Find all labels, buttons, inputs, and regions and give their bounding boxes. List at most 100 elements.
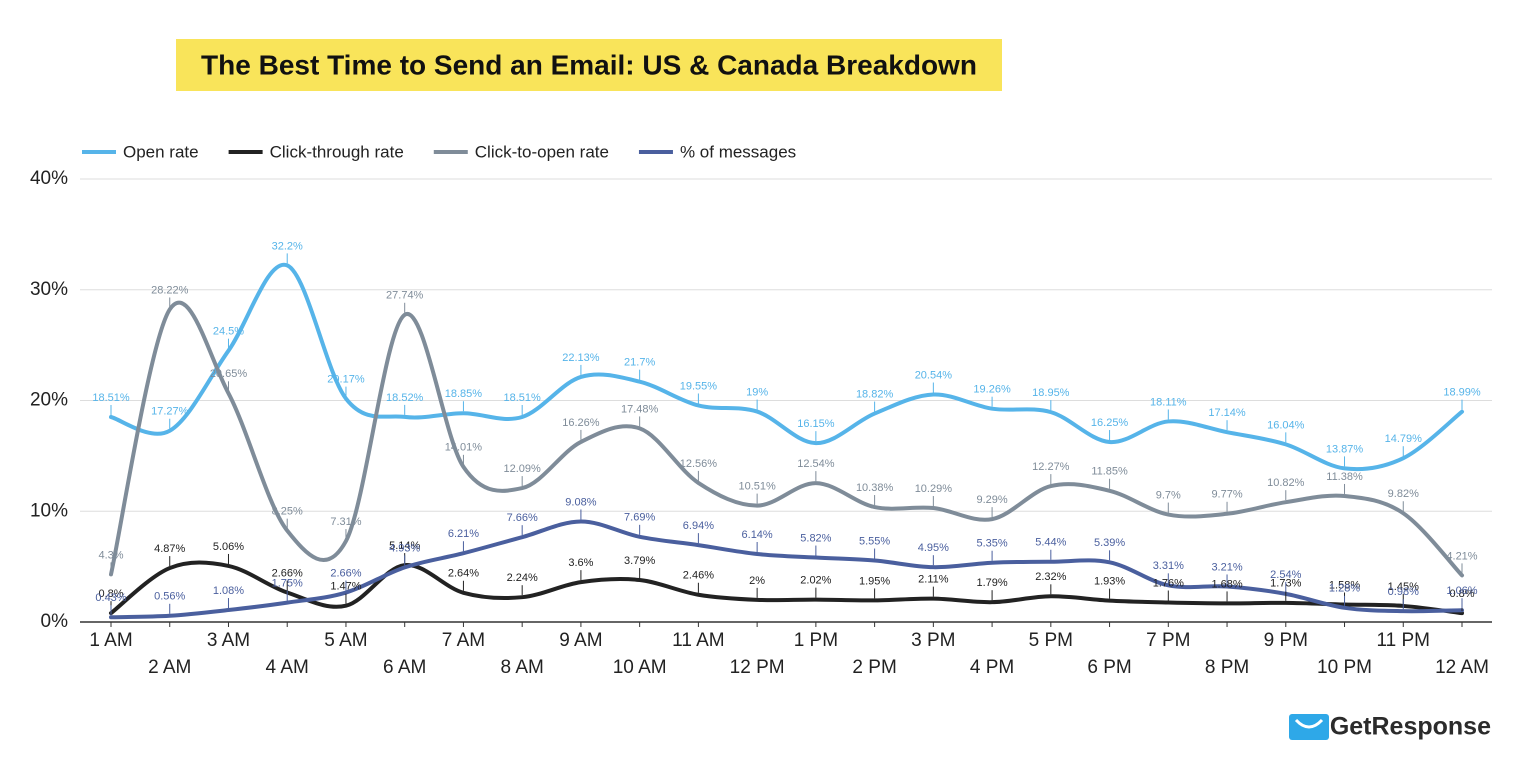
data-label: 2.02% (800, 575, 831, 587)
data-label: 10.82% (1267, 477, 1305, 489)
data-label: 17.14% (1208, 407, 1246, 419)
series-line (109, 300, 1464, 578)
data-label: 5.44% (1035, 537, 1066, 549)
data-label: 32.2% (272, 240, 303, 252)
y-tick-label: 0% (41, 611, 69, 632)
data-label: 2.24% (507, 572, 538, 584)
x-tick-label: 8 PM (1205, 657, 1249, 678)
x-tick-label: 12 PM (730, 657, 785, 678)
x-tick-label: 4 AM (266, 657, 309, 678)
data-label: 0.8% (98, 588, 123, 600)
data-label: 19% (746, 386, 768, 398)
x-tick-label: 3 PM (911, 630, 955, 651)
x-tick-label: 1 PM (794, 630, 838, 651)
x-tick-label: 5 PM (1029, 630, 1073, 651)
data-label: 16.25% (1091, 417, 1129, 429)
data-label: 2.66% (330, 567, 361, 579)
data-label: 12.09% (504, 463, 542, 475)
data-label: 18.52% (386, 392, 424, 404)
data-label: 19.26% (973, 384, 1011, 396)
data-label: 5.55% (859, 535, 890, 547)
data-label: 18.82% (856, 388, 894, 400)
data-label: 18.99% (1443, 387, 1481, 399)
x-tick-label: 1 AM (89, 630, 132, 651)
series-line (109, 262, 1464, 472)
data-label: 9.08% (565, 496, 596, 508)
x-tick-label: 5 AM (324, 630, 367, 651)
data-label: 1.45% (1388, 581, 1419, 593)
data-label: 9.29% (976, 494, 1007, 506)
data-label: 28.22% (151, 284, 189, 296)
data-label: 17.27% (151, 406, 189, 418)
data-label: 2.46% (683, 570, 714, 582)
logo-icon-mark (1294, 718, 1324, 729)
data-label: 0.43% (95, 592, 126, 604)
data-label: 2.64% (448, 568, 479, 580)
data-label: 1.79% (976, 577, 1007, 589)
data-label: 5.82% (800, 532, 831, 544)
data-label: 12.56% (680, 458, 718, 470)
data-label: 5.35% (976, 538, 1007, 550)
x-tick-label: 10 PM (1317, 657, 1372, 678)
data-label: 2.66% (272, 567, 303, 579)
x-tick-label: 3 AM (207, 630, 250, 651)
data-label: 20.65% (210, 368, 248, 380)
x-tick-label: 12 AM (1435, 657, 1489, 678)
data-label: 18.95% (1032, 387, 1070, 399)
legend-label: Click-to-open rate (475, 142, 609, 161)
x-tick-label: 10 AM (613, 657, 667, 678)
data-label: 7.31% (330, 516, 361, 528)
data-label: 3.31% (1153, 560, 1184, 572)
data-label: 1.75% (272, 578, 303, 590)
data-label: 14.01% (445, 442, 483, 454)
data-label: 12.27% (1032, 461, 1070, 473)
data-label: 16.04% (1267, 419, 1305, 431)
data-label: 2.11% (918, 574, 949, 586)
data-label: 10.51% (738, 481, 776, 493)
series-line (109, 519, 1464, 620)
data-label: 18.51% (92, 392, 130, 404)
data-label: 9.77% (1211, 489, 1242, 501)
chart-title: The Best Time to Send an Email: US & Can… (201, 49, 977, 80)
data-label: 8.25% (272, 506, 303, 518)
data-label: 21.7% (624, 357, 655, 369)
y-tick-label: 10% (30, 500, 68, 521)
data-label: 9.82% (1388, 488, 1419, 500)
y-tick-label: 40% (30, 168, 68, 189)
title-box (176, 39, 1002, 91)
legend-label: Open rate (123, 142, 199, 161)
data-label: 7.66% (507, 512, 538, 524)
data-label: 2% (749, 575, 765, 587)
data-label: 4.21% (1446, 550, 1477, 562)
data-label: 1.58% (1329, 579, 1360, 591)
x-tick-label: 9 PM (1264, 630, 1308, 651)
x-tick-label: 7 PM (1146, 630, 1190, 651)
data-label: 18.51% (504, 392, 542, 404)
data-label: 17.48% (621, 403, 659, 415)
data-label: 6.94% (683, 520, 714, 532)
data-label: 1.08% (213, 585, 244, 597)
data-label: 20.17% (327, 374, 365, 386)
data-label: 16.15% (797, 418, 835, 430)
data-label: 18.11% (1150, 396, 1187, 408)
data-label: 20.54% (915, 369, 953, 381)
data-label: 4.93% (389, 542, 420, 554)
x-tick-label: 8 AM (501, 657, 544, 678)
x-tick-label: 9 AM (559, 630, 602, 651)
data-label: 13.87% (1326, 443, 1364, 455)
data-label: 6.14% (742, 529, 773, 541)
data-label: 3.79% (624, 555, 655, 567)
x-tick-label: 6 PM (1087, 657, 1131, 678)
x-tick-label: 4 PM (970, 657, 1014, 678)
data-label: 3.6% (568, 557, 593, 569)
data-label: 11.38% (1326, 471, 1363, 483)
brand-logo (1289, 714, 1329, 740)
data-label: 1.93% (1094, 576, 1125, 588)
data-label: 27.74% (386, 290, 424, 302)
data-label: 1.95% (859, 575, 890, 587)
y-tick-label: 20% (30, 390, 68, 411)
data-label: 2.32% (1035, 571, 1066, 583)
x-tick-label: 7 AM (442, 630, 485, 651)
